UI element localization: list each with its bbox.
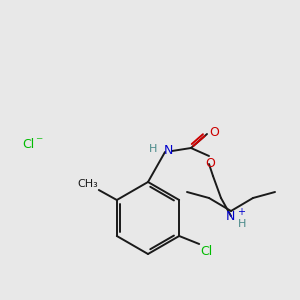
Text: +: + (237, 207, 245, 217)
Text: N: N (164, 145, 173, 158)
Text: CH₃: CH₃ (77, 179, 98, 189)
Text: Cl: Cl (200, 245, 212, 258)
Text: H: H (238, 219, 246, 229)
Text: Cl: Cl (22, 139, 34, 152)
Text: H: H (148, 144, 157, 154)
Text: ⁻: ⁻ (35, 135, 42, 149)
Text: N: N (225, 209, 235, 223)
Text: O: O (209, 127, 219, 140)
Text: O: O (205, 157, 215, 170)
